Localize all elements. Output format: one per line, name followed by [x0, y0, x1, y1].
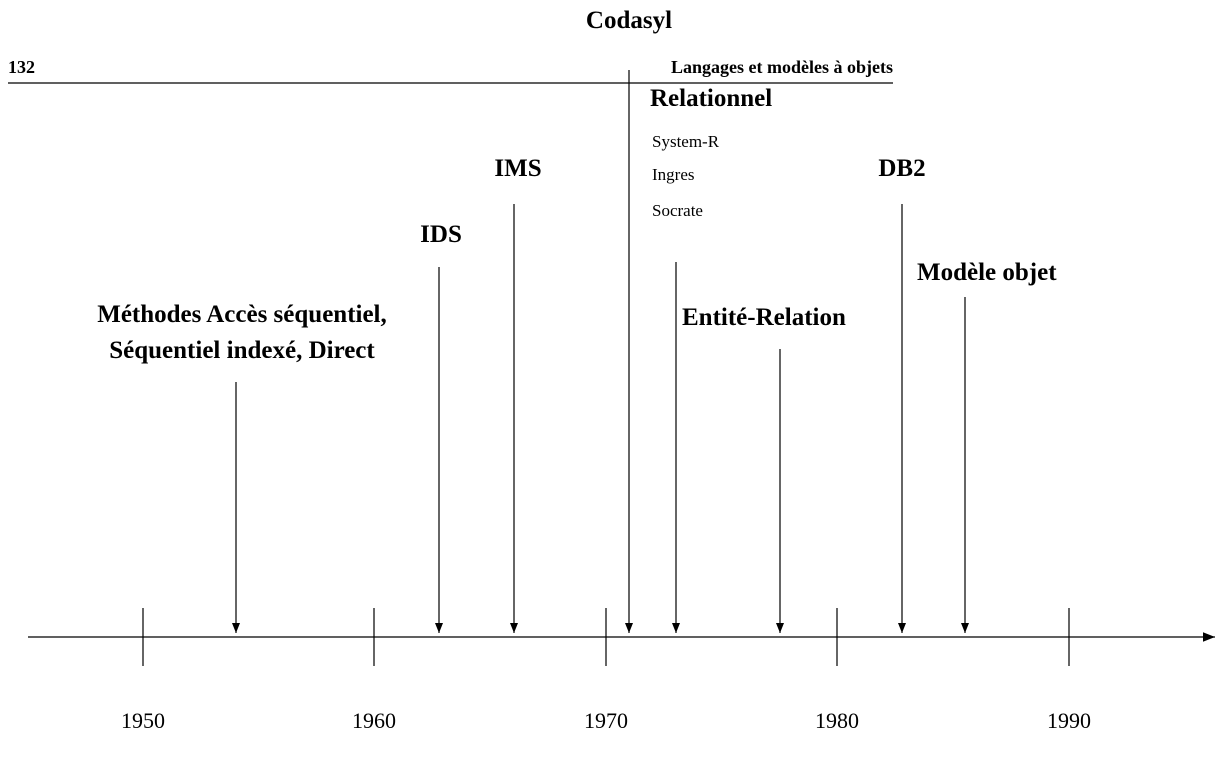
- event-label: Séquentiel indexé, Direct: [109, 337, 375, 364]
- page-number: 132: [8, 57, 35, 77]
- event-label: IMS: [494, 155, 541, 182]
- axis-ticks: [142, 608, 1070, 666]
- event-label: Entité-Relation: [682, 304, 846, 331]
- year-label: 1960: [352, 708, 396, 733]
- event-label: Modèle objet: [917, 259, 1057, 286]
- year-label: 1950: [121, 708, 165, 733]
- running-title: Langages et modèles à objets: [671, 57, 893, 77]
- system-label: System-R: [652, 132, 720, 151]
- event-label: Méthodes Accès séquentiel,: [97, 301, 387, 328]
- system-label: Socrate: [652, 201, 703, 220]
- year-label: 1990: [1047, 708, 1091, 733]
- event-label: DB2: [878, 155, 925, 182]
- event-label: Relationnel: [650, 85, 772, 112]
- year-label: 1970: [584, 708, 628, 733]
- event-label: Codasyl: [586, 7, 672, 34]
- system-label: Ingres: [652, 165, 694, 184]
- event-label: IDS: [420, 221, 462, 248]
- year-label: 1980: [815, 708, 859, 733]
